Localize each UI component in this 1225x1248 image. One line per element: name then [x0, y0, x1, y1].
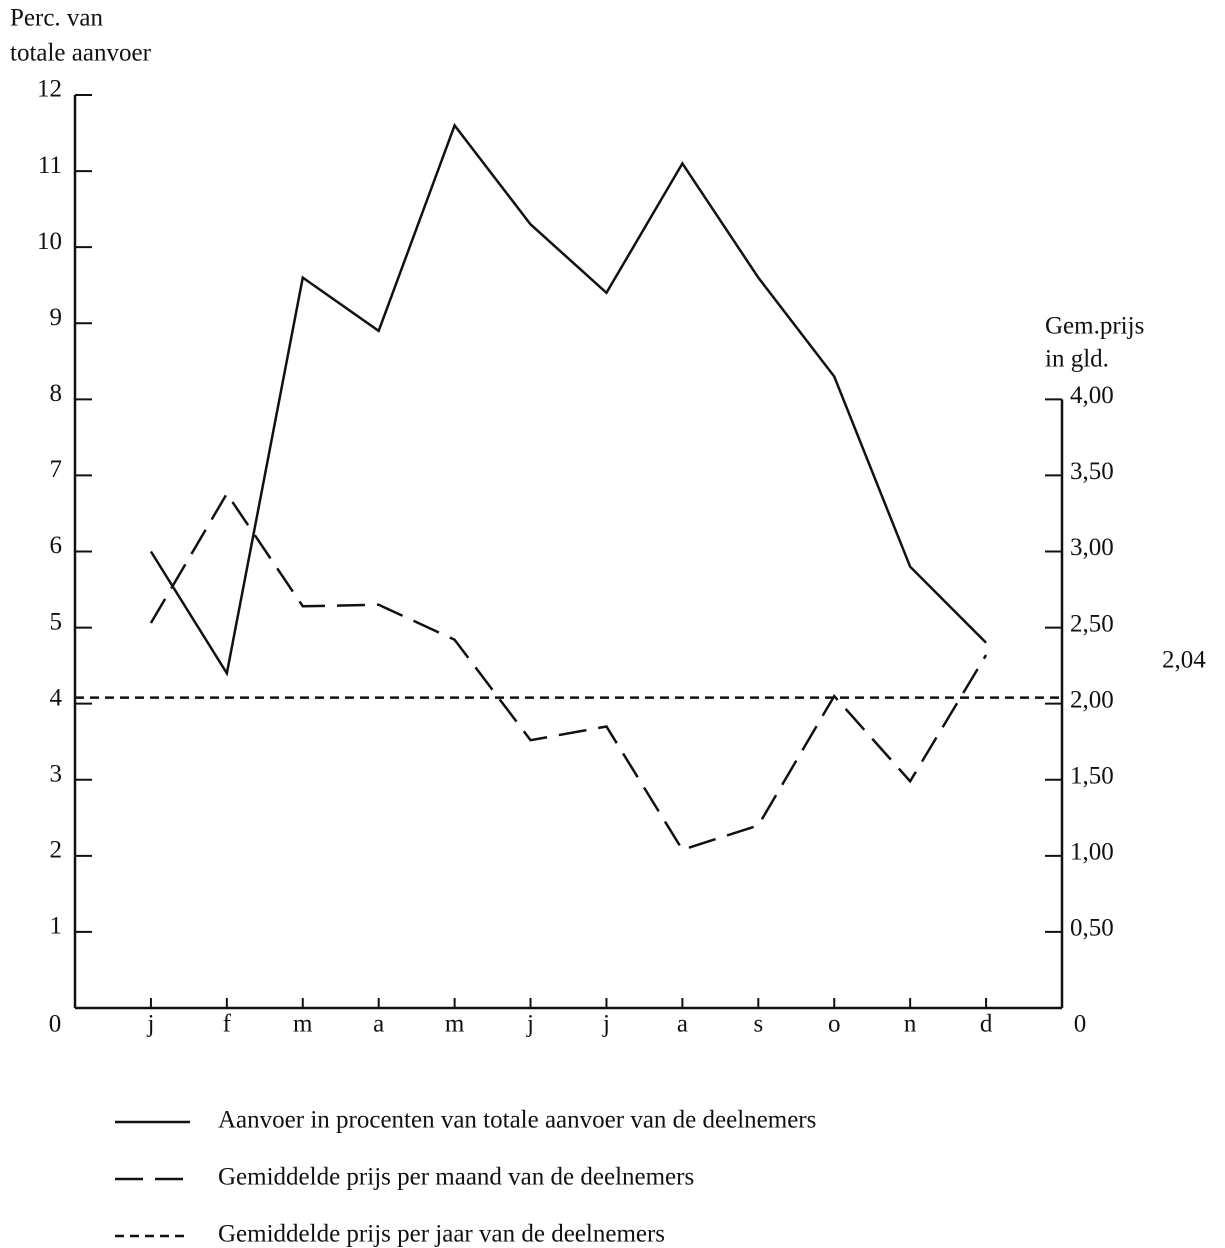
- x-tick-label: m: [445, 1011, 465, 1038]
- y2-tick-label: 2,00: [1070, 686, 1114, 713]
- x-tick-label: f: [223, 1011, 232, 1038]
- y-tick-label: 0: [49, 1011, 62, 1038]
- y2-axis-title: Gem.prijs: [1045, 313, 1144, 340]
- x-tick-label: j: [146, 1011, 154, 1038]
- x-tick-label: j: [602, 1011, 610, 1038]
- y-tick-label: 1: [50, 913, 63, 940]
- series-line: [149, 491, 988, 852]
- y-axis-title: Perc. van: [10, 5, 104, 32]
- series-line: [149, 122, 987, 677]
- y-tick-label: 6: [50, 532, 63, 559]
- y-tick-label: 4: [50, 684, 63, 711]
- y-tick-label: 8: [50, 380, 63, 407]
- legend-label: Gemiddelde prijs per maand van de deelne…: [218, 1164, 694, 1191]
- legend-label: Aanvoer in procenten van totale aanvoer …: [218, 1107, 816, 1134]
- reference-label: 2,04: [1162, 646, 1206, 673]
- y-axis-title: totale aanvoer: [10, 40, 152, 67]
- x-tick-label: o: [828, 1011, 841, 1038]
- y-tick-label: 10: [37, 228, 62, 255]
- y-tick-label: 2: [50, 837, 63, 864]
- x-tick-label: m: [293, 1011, 313, 1038]
- x-tick-label: d: [980, 1011, 993, 1038]
- x-tick-label: j: [526, 1011, 534, 1038]
- y2-tick-label: 2,50: [1070, 610, 1114, 637]
- y2-tick-label: 1,00: [1070, 839, 1114, 866]
- y2-axis-title: in gld.: [1045, 346, 1109, 373]
- y-tick-label: 5: [50, 608, 63, 635]
- y-tick-label: 11: [38, 152, 62, 179]
- x-tick-label: s: [753, 1011, 763, 1038]
- x-tick-label: a: [677, 1011, 688, 1038]
- y2-tick-label: 3,50: [1070, 458, 1114, 485]
- y2-tick-label: 0: [1074, 1011, 1087, 1038]
- x-tick-label: a: [373, 1011, 384, 1038]
- y2-tick-label: 1,50: [1070, 762, 1114, 789]
- x-tick-label: n: [904, 1011, 917, 1038]
- y2-tick-label: 0,50: [1070, 915, 1114, 942]
- y-tick-label: 12: [37, 76, 62, 103]
- y2-tick-label: 3,00: [1070, 534, 1114, 561]
- legend-label: Gemiddelde prijs per jaar van de deelnem…: [218, 1221, 665, 1248]
- y-tick-label: 7: [50, 456, 63, 483]
- y2-tick-label: 4,00: [1070, 382, 1114, 409]
- y-tick-label: 3: [50, 760, 63, 787]
- y-tick-label: 9: [50, 304, 63, 331]
